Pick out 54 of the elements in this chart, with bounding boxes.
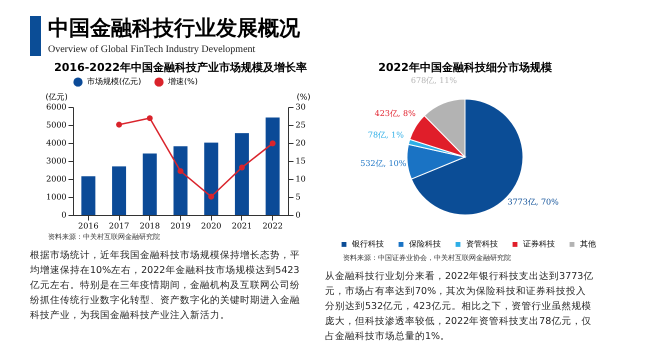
bar <box>234 133 249 215</box>
bar <box>81 176 96 215</box>
y2-tick-label: 30 <box>296 102 306 112</box>
legend-label: 其他 <box>580 239 596 248</box>
y2-tick-label: 0 <box>296 210 301 220</box>
legend-label: 资管科技 <box>466 239 498 248</box>
y-tick-label: 5000 <box>46 120 66 130</box>
x-tick-label: 2022 <box>262 222 283 230</box>
y-axis-title: (亿元) <box>46 92 68 102</box>
data-label: 423亿, 8% <box>374 109 416 118</box>
legend-label: 增速(%) <box>167 77 198 86</box>
y2-tick-label: 15 <box>296 156 306 166</box>
x-tick-label: 2018 <box>140 222 160 230</box>
y-tick-label: 1000 <box>46 192 66 202</box>
x-tick-label: 2016 <box>78 222 99 230</box>
bar <box>266 117 280 215</box>
y-tick-label: 0 <box>61 210 66 220</box>
data-label: 78亿, 1% <box>368 130 404 140</box>
bar <box>112 166 126 215</box>
chart-title: 2022年中国金融科技细分市场规模 <box>378 61 553 74</box>
legend-label: 市场规模(亿元) <box>87 77 142 86</box>
point <box>178 168 184 174</box>
data-label: 3773亿, 70% <box>507 198 560 207</box>
y-tick-label: 6000 <box>46 102 66 112</box>
x-tick-label: 2019 <box>170 222 191 230</box>
x-tick-label: 2021 <box>232 222 252 230</box>
y-tick-label: 3000 <box>46 156 66 166</box>
text: 根据市场统计，近年我国金融科技市场规模保持增长态势，平均增速保持在10%左右，2022年金融科技市场规模达到5423亿元左右。特别是在三年疫情期间，金融机构及互联网公司纷纷抓住传统行业数字化转型、资产数字化的关键时期进入金融科技产业，为我国金融科技产业注入新活力。 <box>30 249 300 323</box>
bar <box>204 142 218 215</box>
point <box>238 164 245 170</box>
text: 从金融科技行业划分来看，2022年银行科技支出达到3773亿元，市场占有率达到70%，其次为保险科技和证券科技投入分别达到532亿元，423亿元。相比之下，资管行业虽然规模庞大，但科技渗透率较低，2022年资管科技支出78亿元，仅占金融科技市场总量的1%。 <box>325 270 594 344</box>
point <box>208 194 214 200</box>
bar <box>142 153 157 215</box>
point <box>270 140 276 146</box>
text: 中国金融科技行业发展概况 <box>48 15 300 42</box>
y2-tick-label: 20 <box>296 138 306 148</box>
y2-tick-label: 5 <box>296 192 301 202</box>
y2-axis-title: (%) <box>296 92 310 102</box>
text: Overview of Global FinTech Industry Development <box>48 44 256 55</box>
legend-label: 银行科技 <box>351 239 384 248</box>
data-label: 532亿, 10% <box>360 158 407 168</box>
chart-title: 2016-2022年中国金融科技产业市场规模及增长率 <box>54 61 307 74</box>
legend-label: 证券科技 <box>523 239 555 248</box>
point <box>146 115 153 122</box>
y2-tick-label: 25 <box>296 120 306 130</box>
legend-label: 保险科技 <box>409 239 441 248</box>
y-tick-label: 2000 <box>46 174 66 184</box>
x-tick-label: 2020 <box>201 222 222 230</box>
bar <box>174 146 188 215</box>
y-tick-label: 4000 <box>46 138 66 148</box>
data-label: 678亿, 11% <box>410 76 458 86</box>
y2-tick-label: 10 <box>296 174 306 184</box>
point <box>116 122 122 128</box>
x-tick-label: 2017 <box>108 222 130 230</box>
